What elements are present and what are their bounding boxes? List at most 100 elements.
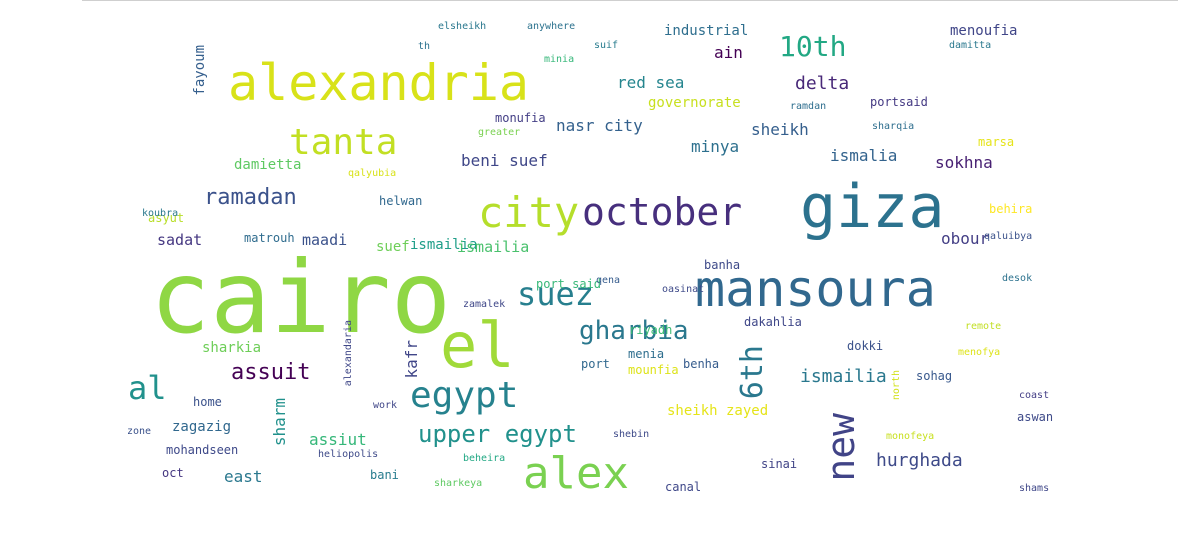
word-mohandseen: mohandseen <box>166 443 239 457</box>
word-sokhna: sokhna <box>935 153 993 172</box>
word-dakahlia: dakahlia <box>744 315 802 329</box>
word-koubra: koubra <box>142 208 179 219</box>
word-sadat: sadat <box>157 231 203 249</box>
word-beheira: beheira <box>463 453 506 464</box>
word-port: port <box>581 357 610 371</box>
word-giza: giza <box>800 172 945 242</box>
word-mounfia: mounfia <box>628 363 679 377</box>
word-nasr-city: nasr city <box>556 116 643 135</box>
word-behira: behira <box>989 202 1033 216</box>
word-sheikh-zayed: sheikh zayed <box>667 403 769 419</box>
word-qena: qena <box>596 275 621 286</box>
word-obour: obour <box>941 229 990 248</box>
word-sharkia: sharkia <box>202 340 262 356</box>
word-upper-egypt: upper egypt <box>418 420 577 448</box>
word-th: th <box>418 41 431 52</box>
word-10th: 10th <box>779 30 847 63</box>
word-6th: 6th <box>735 345 770 400</box>
word-assuit: assuit <box>231 360 311 385</box>
word-red-sea: red sea <box>617 73 685 92</box>
word-fayoum: fayoum <box>192 45 208 96</box>
word-city: city <box>478 188 580 237</box>
word-minia: minia <box>544 54 575 65</box>
word-work: work <box>373 400 398 411</box>
word-sinai: sinai <box>761 457 798 471</box>
word-damietta: damietta <box>234 157 302 173</box>
word-asyut: asyut <box>148 211 185 225</box>
word-tanta: tanta <box>289 122 398 163</box>
word-shebin: shebin <box>613 429 650 440</box>
word-suez: suez <box>517 275 595 313</box>
word-zamalek: zamalek <box>463 299 506 310</box>
word-matrouh: matrouh <box>244 231 295 245</box>
word-el: el <box>440 309 515 382</box>
word-cairo: cairo <box>150 239 452 356</box>
word-qalyubia: qalyubia <box>348 168 397 179</box>
word-damitta: damitta <box>949 40 992 51</box>
word-alex: alex <box>523 448 629 499</box>
word-zone: zone <box>127 426 152 437</box>
word-aswan: aswan <box>1017 410 1054 424</box>
word-desok: desok <box>1002 273 1033 284</box>
word-assiut: assiut <box>309 430 367 449</box>
word-alexandaria: alexandaria <box>343 320 354 387</box>
word-east: east <box>224 467 263 486</box>
word-menofya: menofya <box>958 347 1001 358</box>
word-coast: coast <box>1019 390 1050 401</box>
word-qaluibya: qaluibya <box>984 231 1033 242</box>
word-sohag: sohag <box>916 369 953 383</box>
word-suef: suef <box>376 239 410 255</box>
word-marsa: marsa <box>978 135 1015 149</box>
word-helwan: helwan <box>379 194 423 208</box>
word-elsheikh: elsheikh <box>438 21 487 32</box>
word-port-said: port said <box>536 277 602 291</box>
word-ismailia: ismailia <box>800 366 887 387</box>
word-monofeya: monofeya <box>886 431 935 442</box>
word-banha: banha <box>704 258 741 272</box>
word-minya: minya <box>691 137 740 156</box>
word-alexandria: alexandria <box>228 54 530 112</box>
word-october: october <box>582 190 743 234</box>
word-shams: shams <box>1019 483 1050 494</box>
word-ismalia: ismalia <box>830 146 898 165</box>
word-ismailia: ismailia <box>410 237 478 253</box>
word-north: north <box>891 370 902 401</box>
word-ramadan: ramadan <box>204 185 297 210</box>
word-menoufia: menoufia <box>950 23 1018 39</box>
word-delta: delta <box>795 73 850 94</box>
word-greater: greater <box>478 127 521 138</box>
word-al: al <box>128 369 167 407</box>
word-mansoura: mansoura <box>695 260 936 318</box>
word-new: new <box>819 413 863 482</box>
word-bani: bani <box>370 468 399 482</box>
word-kafr: kafr <box>402 340 421 379</box>
word-anywhere: anywhere <box>527 21 576 32</box>
word-monufia: monufia <box>495 111 546 125</box>
word-home: home <box>193 395 222 409</box>
word-portsaid: portsaid <box>870 95 928 109</box>
word-industrial: industrial <box>664 23 749 39</box>
word-riyadh: riyadh <box>629 323 673 337</box>
word-sharqia: sharqia <box>872 121 915 132</box>
word-sheikh: sheikh <box>751 120 809 139</box>
word-canal: canal <box>665 480 702 494</box>
word-ismailia: ismailia <box>457 238 530 256</box>
word-remote: remote <box>965 321 1002 332</box>
word-maadi: maadi <box>302 231 348 249</box>
word-zagazig: zagazig <box>172 419 232 435</box>
word-governorate: governorate <box>648 95 741 111</box>
top-divider <box>82 0 1178 1</box>
word-ain: ain <box>714 43 743 62</box>
word-suif: suif <box>594 40 619 51</box>
word-heliopolis: heliopolis <box>318 449 379 460</box>
word-sharkeya: sharkeya <box>434 478 483 489</box>
word-dokki: dokki <box>847 339 884 353</box>
word-beni-suef: beni suef <box>461 151 548 170</box>
word-egypt: egypt <box>410 375 519 416</box>
word-sharm: sharm <box>270 398 289 447</box>
word-gharbia: gharbia <box>579 316 689 346</box>
word-oct: oct <box>162 466 184 480</box>
word-oasinat: oasinat <box>662 284 705 295</box>
word-ramdan: ramdan <box>790 101 827 112</box>
